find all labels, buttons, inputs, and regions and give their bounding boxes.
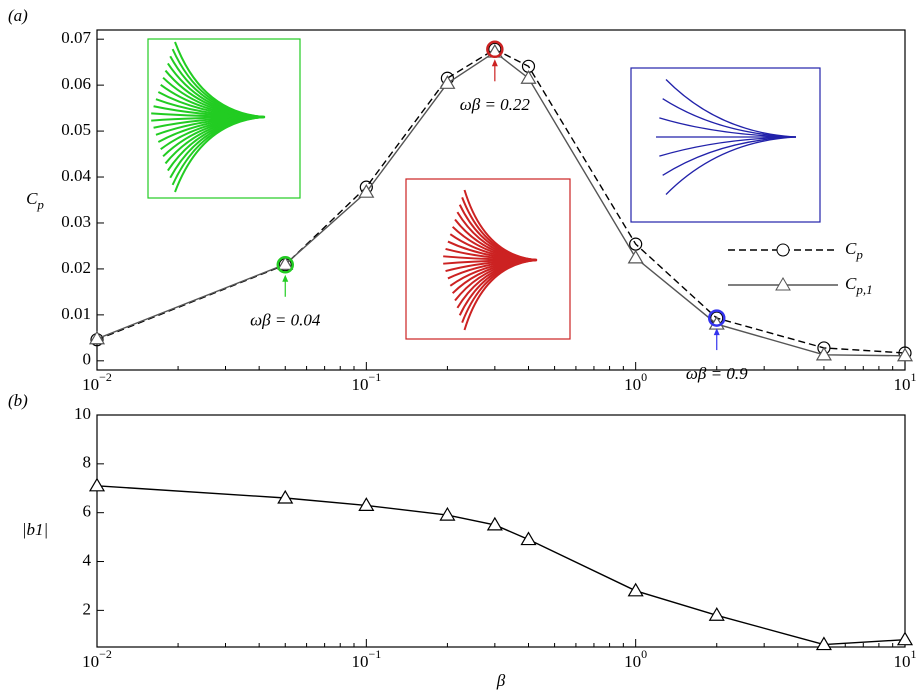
y-axis-label: |b1| [22,520,48,539]
y-tick-label: 10 [74,404,91,423]
annotation: ωβ = 0.04 [250,311,321,330]
inset-frame [631,68,820,222]
x-tick-label: 10−1 [351,647,381,671]
x-axis-label: β [496,671,506,690]
inset-fiber [663,137,796,175]
marker [629,251,643,263]
series-line [97,486,905,645]
marker [90,479,104,491]
y-tick-label: 0.06 [61,74,91,93]
annotation-arrowhead [492,59,498,66]
x-tick-label: 10−2 [82,647,112,671]
figure: (a) Cp 0 0.01 0.02 0.03 0.04 0.05 0.06 0.07 10−2 10… [0,0,917,692]
marker [629,584,643,596]
x-tick-label: 10−2 [82,370,112,394]
x-tick-label: 101 [894,370,917,394]
marker [898,633,912,645]
y-tick-label: 4 [83,550,92,569]
y-tick-label: 0.04 [61,166,91,185]
y-tick-label: 0.07 [61,28,91,47]
x-tick-label: 100 [624,370,647,394]
y-axis-label: Cp [26,189,44,212]
y-tick-label: 6 [83,502,92,521]
legend-label: Cp [845,239,863,262]
panel-label: (b) [8,391,28,410]
y-tick-label: 8 [83,453,92,472]
legend-marker [777,244,789,256]
y-tick-label: 0.05 [61,120,91,139]
annotation-arrowhead [282,275,288,282]
legend-marker [776,278,790,290]
annotation: ωβ = 0.9 [686,364,748,383]
x-tick-label: 101 [894,647,917,671]
y-tick-label: 0.03 [61,212,91,231]
x-tick-label: 10−1 [351,370,381,394]
plot-frame [97,415,905,647]
y-tick-label: 0.01 [61,304,91,323]
plot-frame [97,30,905,370]
y-tick-label: 2 [83,599,92,618]
marker [521,71,535,83]
panel-label: (a) [8,6,28,25]
marker [521,533,535,545]
y-tick-label: 0 [83,350,92,369]
y-tick-label: 0.02 [61,258,91,277]
inset-fiber [663,99,796,137]
annotation: ωβ = 0.22 [460,95,531,114]
x-tick-label: 100 [624,647,647,671]
legend-label: Cp,1 [845,274,873,297]
